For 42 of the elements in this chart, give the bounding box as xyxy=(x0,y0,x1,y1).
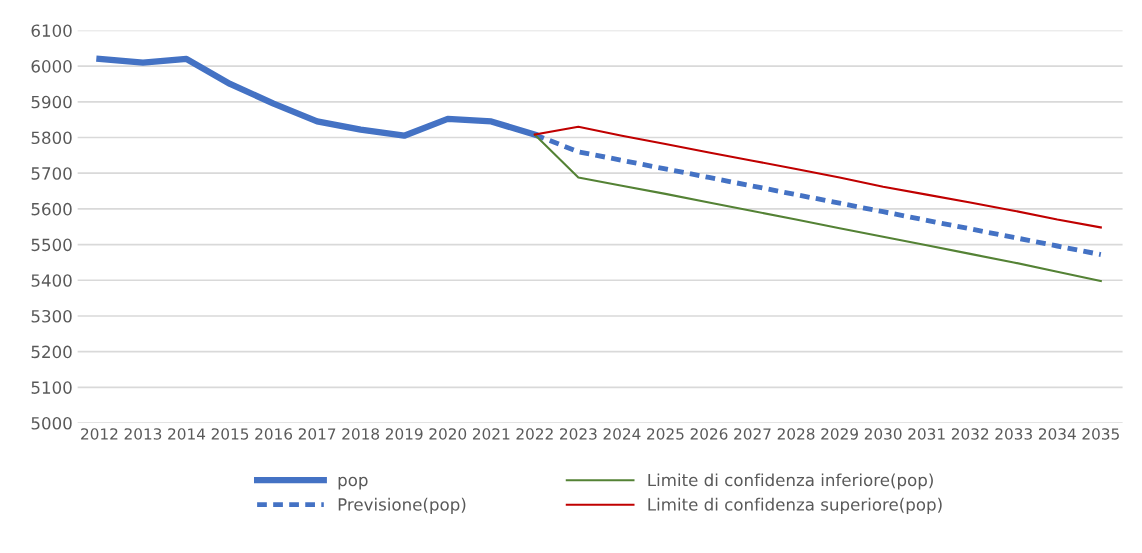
x-tick-label: 2024 xyxy=(603,428,641,440)
y-tick-label: 6000 xyxy=(31,60,72,73)
x-tick-label: 2020 xyxy=(429,428,467,440)
x-tick-label: 2017 xyxy=(298,428,336,440)
x-tick-label: 2027 xyxy=(734,428,771,440)
legend-label: Limite di confidenza inferiore(pop) xyxy=(648,473,933,490)
x-tick-label: 2013 xyxy=(124,428,162,440)
y-tick-label: 5100 xyxy=(31,381,72,394)
x-tick-label: 2026 xyxy=(690,428,728,440)
line-series xyxy=(533,125,1102,229)
y-tick-label: 5600 xyxy=(31,202,72,216)
x-tick-label: 2029 xyxy=(821,428,858,440)
legend-label: Limite di confidenza superiore(pop) xyxy=(648,497,942,514)
x-tick-label: 2023 xyxy=(560,428,597,440)
x-tick-label: 2015 xyxy=(211,428,249,440)
x-tick-label: 2022 xyxy=(516,428,553,440)
x-tick-label: 2032 xyxy=(951,428,989,440)
x-tick-label: 2021 xyxy=(472,428,510,440)
x-tick-label: 2030 xyxy=(864,428,902,440)
y-tick-label: 5500 xyxy=(31,238,72,252)
x-tick-label: 2028 xyxy=(777,428,815,440)
x-tick-label: 2016 xyxy=(255,428,293,440)
line-series xyxy=(533,133,1102,283)
y-tick-label: 5200 xyxy=(31,345,72,359)
legend-label: Previsione(pop) xyxy=(338,497,466,514)
y-tick-label: 5800 xyxy=(31,131,72,145)
x-tick-label: 2018 xyxy=(342,428,380,440)
x-tick-label: 2035 xyxy=(1082,428,1119,440)
x-tick-label: 2034 xyxy=(1038,428,1076,440)
y-tick-label: 5400 xyxy=(31,274,72,287)
x-tick-label: 2033 xyxy=(995,428,1032,440)
x-tick-label: 2019 xyxy=(385,428,423,440)
y-tick-label: 5900 xyxy=(31,95,72,109)
y-tick-label: 5700 xyxy=(31,167,72,180)
x-tick-label: 2025 xyxy=(647,428,684,440)
x-tick-label: 2014 xyxy=(168,428,206,440)
y-tick-label: 5000 xyxy=(31,417,72,430)
y-tick-label: 6100 xyxy=(31,24,72,37)
legend-label: pop xyxy=(338,476,368,490)
x-tick-label: 2012 xyxy=(81,428,118,440)
x-tick-label: 2031 xyxy=(908,428,945,440)
y-tick-label: 5300 xyxy=(31,309,72,323)
